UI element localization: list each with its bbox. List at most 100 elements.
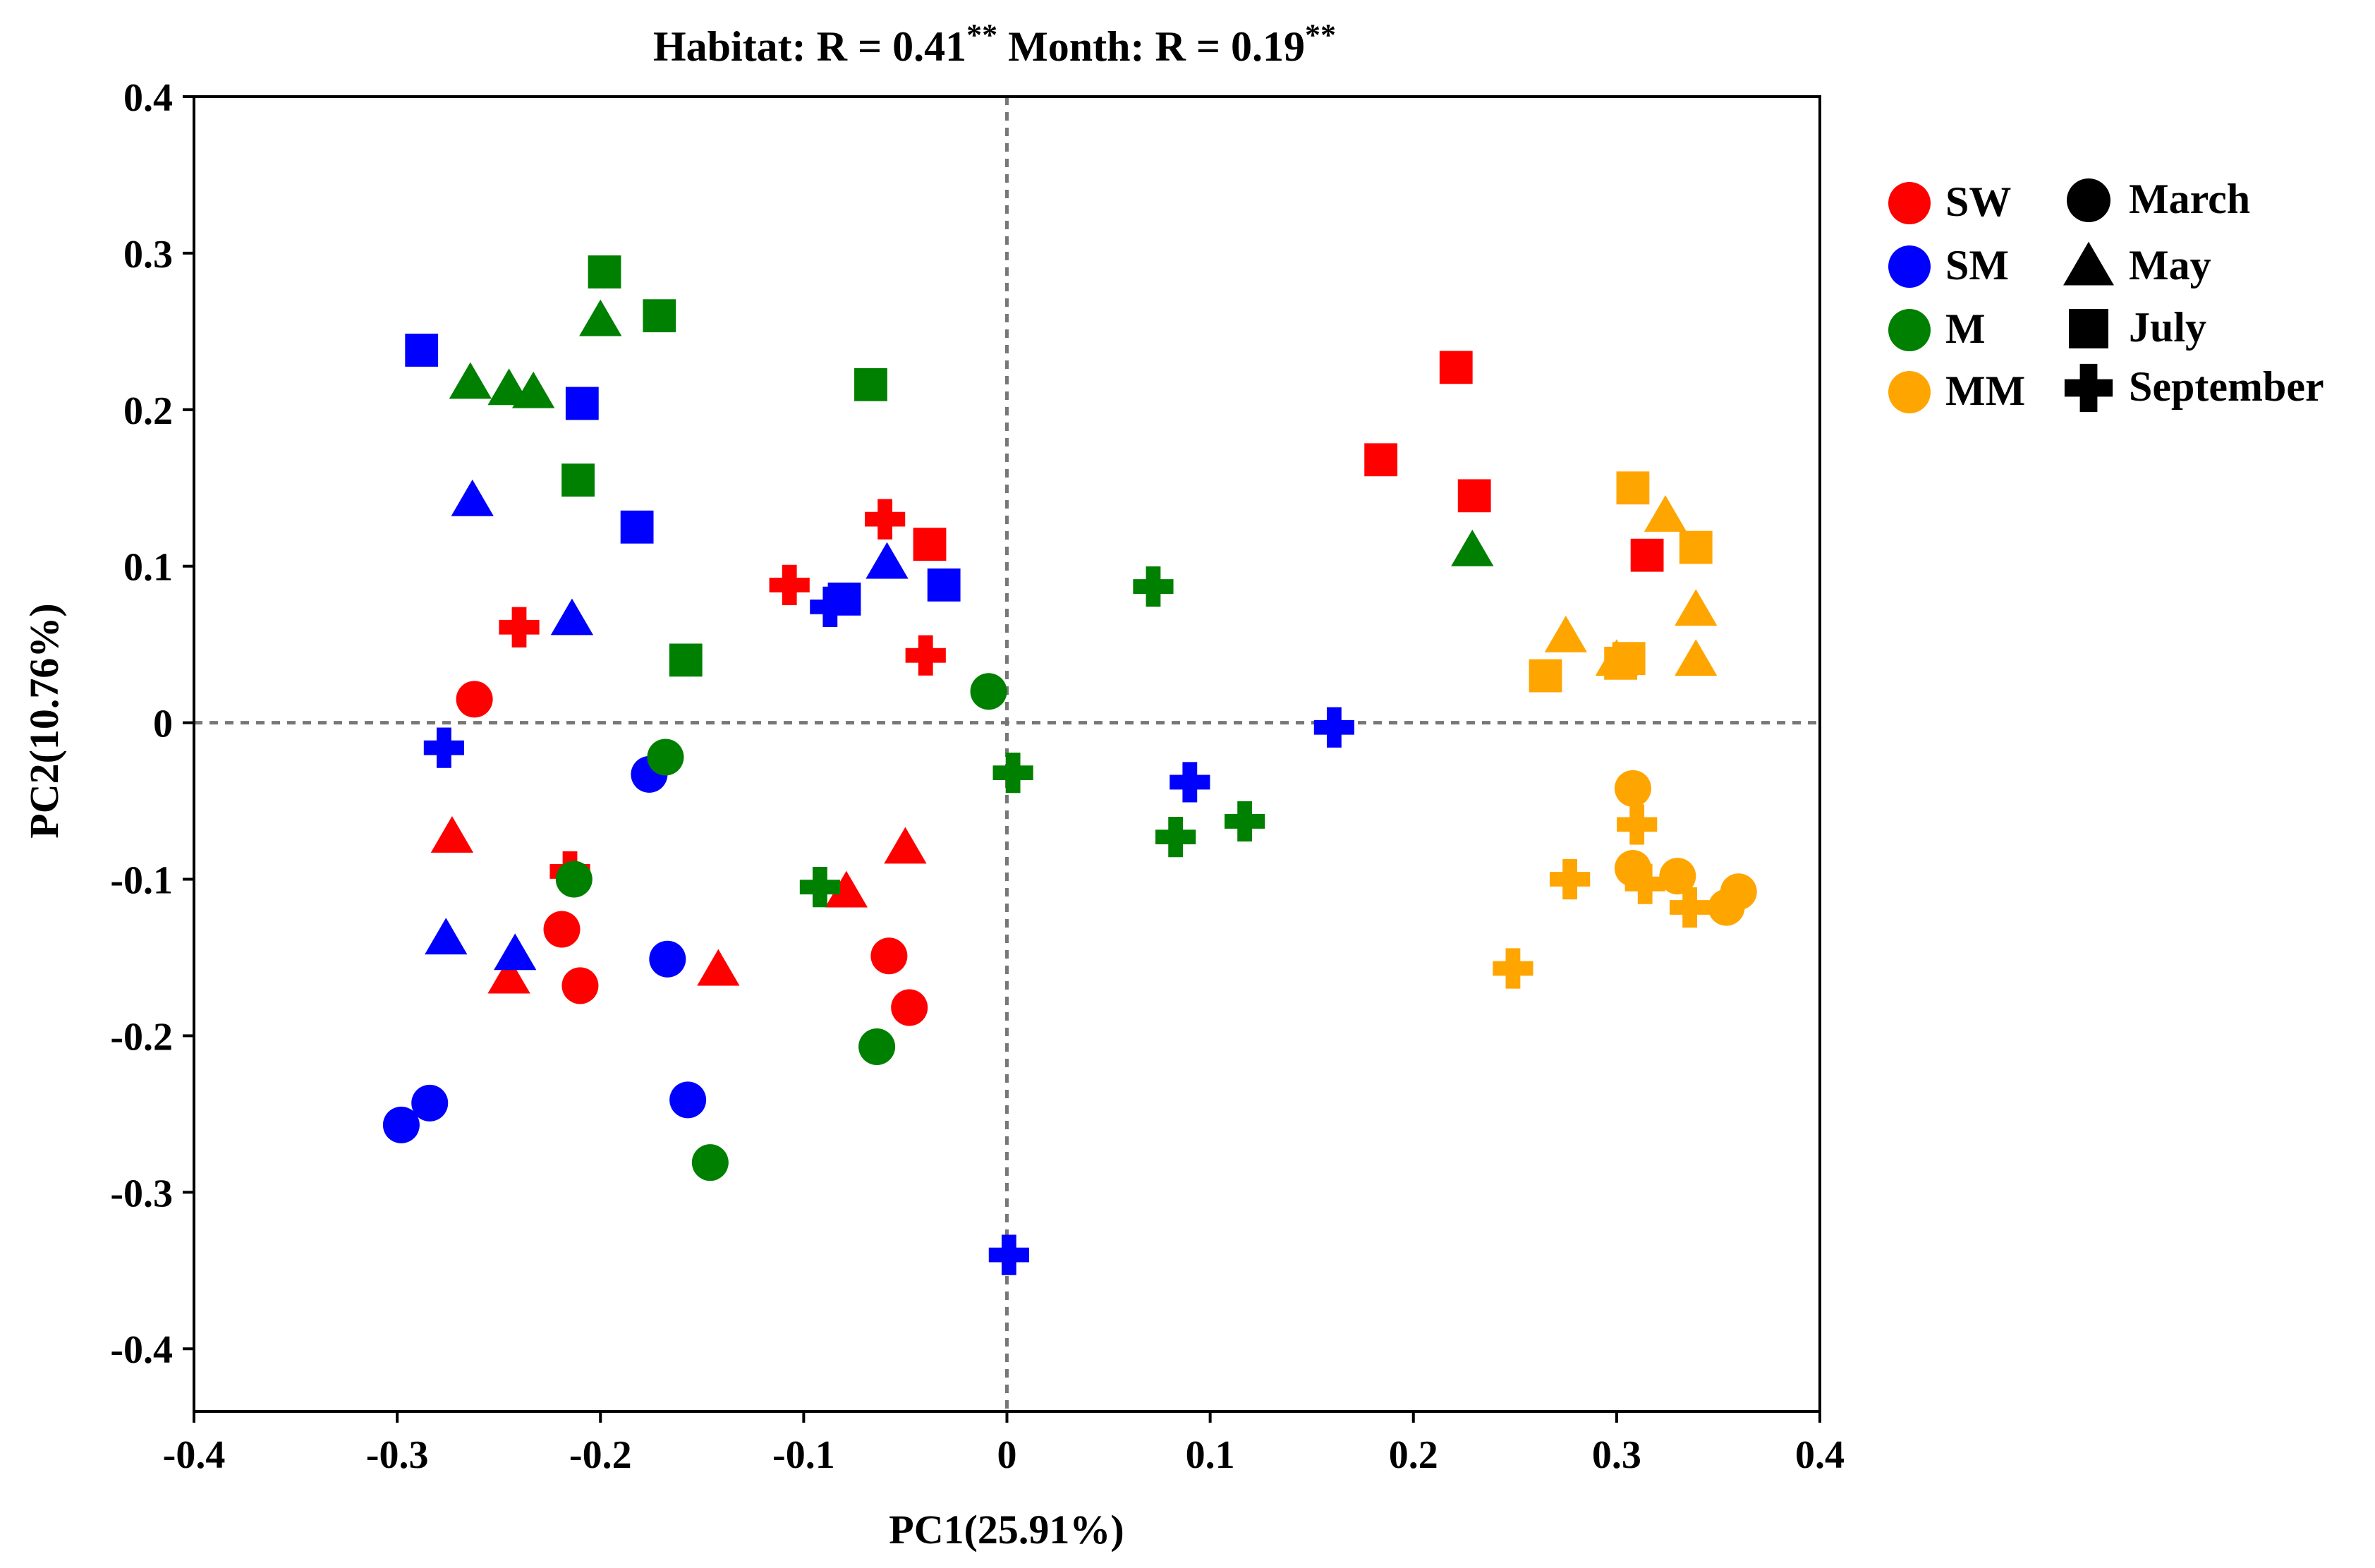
- point-mm-march: [1614, 770, 1651, 807]
- legend-label-september: September: [2129, 363, 2324, 410]
- point-mm-may: [1544, 615, 1588, 652]
- point-sw-may: [697, 949, 740, 986]
- y-tick-label: 0.1: [123, 546, 173, 590]
- point-sw-july: [913, 528, 947, 561]
- point-m-may: [1451, 529, 1494, 566]
- point-sw-september: [499, 607, 540, 648]
- point-sm-july: [405, 334, 439, 367]
- legend-label-march: March: [2129, 176, 2250, 222]
- point-sw-march: [891, 989, 928, 1026]
- legend-label-mm: MM: [1945, 367, 2025, 414]
- legend-marker-may: [2063, 241, 2114, 286]
- point-m-september: [1225, 801, 1265, 842]
- y-tick-label: -0.3: [110, 1172, 173, 1215]
- point-sm-march: [382, 1106, 420, 1143]
- point-m-july: [854, 367, 887, 401]
- point-sw-may: [430, 815, 474, 853]
- point-mm-september: [1550, 858, 1591, 900]
- point-mm-july: [1679, 530, 1713, 564]
- point-sm-may: [451, 479, 494, 516]
- point-sw-september: [905, 635, 946, 676]
- point-sm-march: [669, 1081, 707, 1119]
- point-sm-september: [1170, 762, 1210, 803]
- point-mm-july: [1604, 646, 1638, 680]
- legend-marker-july: [2069, 309, 2108, 348]
- x-tick-label: -0.3: [366, 1433, 429, 1477]
- point-sm-july: [927, 568, 961, 602]
- chart-title: Habitat: R = 0.41** Month: R = 0.19**: [653, 18, 1336, 70]
- point-sm-may: [494, 933, 537, 971]
- y-tick-label: 0.2: [123, 389, 173, 433]
- y-tick-label: -0.4: [110, 1328, 173, 1372]
- y-tick-label: -0.2: [110, 1015, 173, 1059]
- point-mm-july: [1529, 659, 1562, 693]
- x-tick-label: 0: [997, 1433, 1017, 1477]
- point-m-july: [588, 255, 621, 288]
- legend-marker-march: [2067, 178, 2110, 222]
- y-tick-label: 0.3: [123, 233, 173, 276]
- x-tick-label: 0.1: [1186, 1433, 1235, 1477]
- legend-label-sw: SW: [1945, 178, 2011, 225]
- point-mm-may: [1675, 589, 1718, 626]
- point-sw-july: [1364, 443, 1398, 477]
- point-m-may: [579, 299, 622, 336]
- y-tick-label: -0.1: [110, 859, 173, 903]
- point-mm-march: [1708, 889, 1745, 926]
- point-m-may: [512, 371, 555, 408]
- point-mm-july: [1616, 471, 1650, 505]
- point-sw-july: [1439, 351, 1473, 384]
- point-m-march: [555, 861, 593, 898]
- title-habitat-significance: **: [966, 18, 997, 52]
- y-tick-label: 0.4: [123, 76, 173, 120]
- point-sw-march: [870, 937, 908, 975]
- point-sw-july: [1630, 538, 1664, 572]
- point-m-september: [992, 753, 1033, 794]
- x-tick-label: 0.2: [1389, 1433, 1438, 1477]
- point-sw-may: [825, 870, 868, 908]
- title-gap: [997, 23, 1008, 70]
- point-sm-july: [620, 510, 654, 544]
- point-m-july: [643, 299, 676, 333]
- title-month: Month: R = 0.19: [1008, 23, 1305, 70]
- x-tick-label: -0.2: [569, 1433, 632, 1477]
- point-sw-march: [456, 681, 493, 718]
- point-m-march: [970, 673, 1007, 710]
- point-m-september: [1133, 566, 1174, 607]
- point-sm-may: [865, 542, 909, 579]
- point-sm-september: [988, 1234, 1029, 1275]
- point-mm-may: [1644, 495, 1687, 532]
- legend-swatch-m: [1888, 309, 1931, 351]
- point-m-july: [561, 463, 595, 497]
- x-tick-label: 0.3: [1592, 1433, 1641, 1477]
- data-points: [382, 255, 1757, 1275]
- legend-label-m: M: [1945, 305, 1986, 352]
- point-m-march: [647, 739, 684, 776]
- legend-marker-september: [2064, 363, 2113, 413]
- point-sw-march: [561, 967, 599, 1004]
- y-tick-label: 0: [153, 703, 173, 746]
- point-sw-july: [1457, 479, 1491, 513]
- point-mm-september: [1617, 804, 1658, 845]
- point-sw-may: [487, 956, 530, 994]
- point-sm-september: [1313, 707, 1354, 748]
- point-mm-march: [1659, 858, 1696, 895]
- axes: -0.4 -0.3 -0.2 -0.1 0 0.1 0.2 0.3 0.4 0.4 0.3 0.2 0.…: [110, 76, 1845, 1477]
- point-sm-march: [649, 940, 686, 978]
- legend-swatch-mm: [1888, 371, 1931, 413]
- point-sm-may: [550, 598, 594, 636]
- legend-swatch-sm: [1888, 245, 1931, 288]
- legend-label-sm: SM: [1945, 242, 2009, 288]
- point-sm-july: [565, 387, 599, 420]
- point-sm-march: [411, 1084, 449, 1122]
- point-sm-september: [423, 727, 464, 768]
- legend-label-july: July: [2129, 304, 2206, 351]
- y-axis-label: PC2(10.76%): [21, 603, 67, 838]
- legend-label-may: May: [2129, 242, 2211, 288]
- point-mm-may: [1675, 639, 1718, 676]
- point-mm-september: [1493, 948, 1533, 989]
- point-sw-march: [543, 911, 581, 948]
- x-tick-label: 0.4: [1795, 1433, 1845, 1477]
